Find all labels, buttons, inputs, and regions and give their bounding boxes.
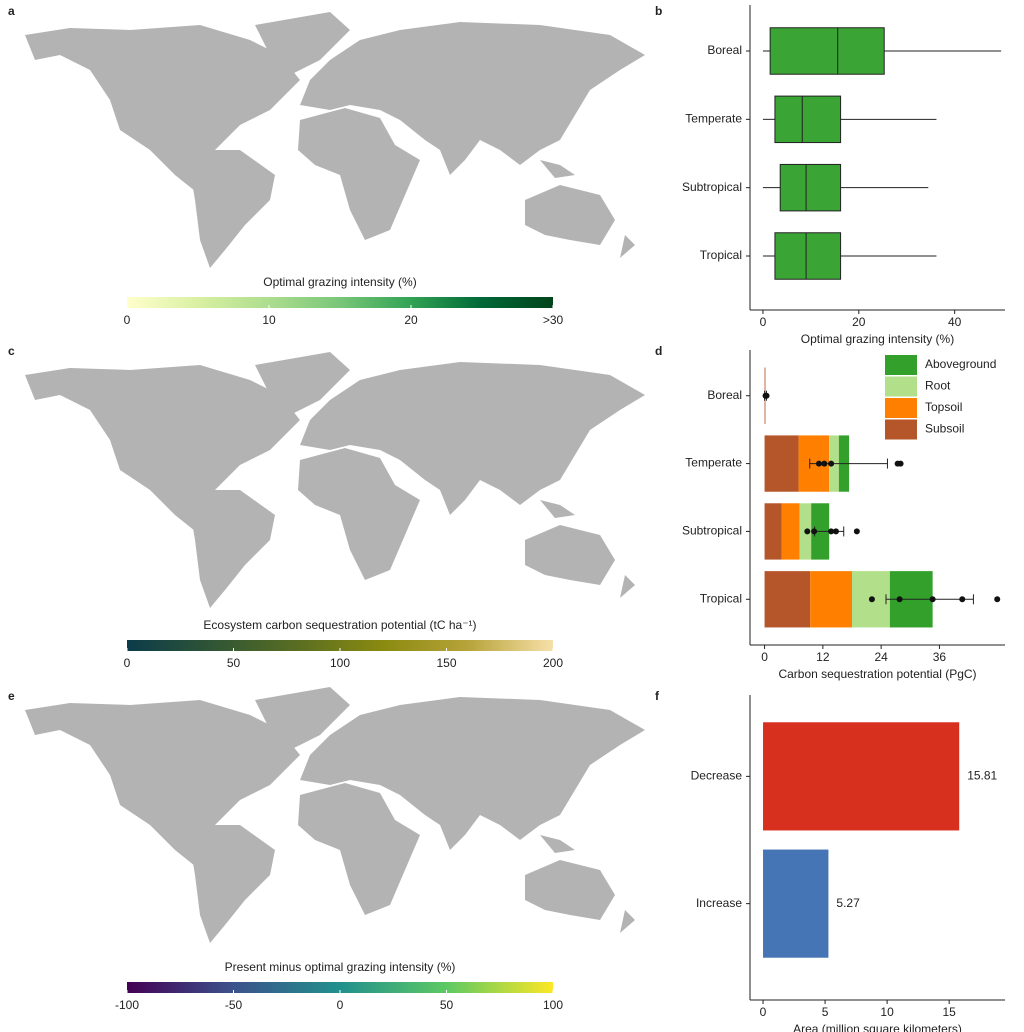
panel-label: e — [8, 689, 15, 703]
x-tick-label: 24 — [874, 650, 888, 664]
point — [815, 460, 822, 467]
colorbar — [127, 982, 553, 993]
land-map — [25, 12, 645, 268]
y-tick-label: Boreal — [707, 43, 742, 57]
land-map — [25, 687, 645, 943]
land-map — [25, 352, 645, 608]
point — [804, 528, 811, 535]
box — [774, 95, 842, 144]
colorbar — [127, 640, 553, 651]
bar-segment — [764, 571, 811, 628]
legend-key — [885, 376, 917, 397]
y-tick-label: Decrease — [691, 769, 743, 783]
point — [868, 596, 875, 603]
data-label: 5.27 — [836, 896, 860, 910]
y-tick-label: Tropical — [700, 591, 742, 605]
legend-label: Subsoil — [925, 422, 964, 436]
colorbar-tick-label: -100 — [115, 998, 139, 1012]
point — [929, 596, 936, 603]
colorbar-tick-label: 200 — [543, 656, 563, 670]
bar-segment — [764, 503, 782, 560]
bar-segment — [781, 503, 800, 560]
panel-label: f — [655, 689, 660, 703]
point — [828, 460, 835, 467]
x-tick-label: 20 — [852, 315, 866, 329]
colorbar-title: Optimal grazing intensity (%) — [263, 275, 416, 289]
colorbar-tick-label: >30 — [543, 313, 564, 327]
colorbar-tick-label: 20 — [404, 313, 418, 327]
x-axis-title: Carbon sequestration potential (PgC) — [778, 667, 976, 681]
legend-label: Aboveground — [925, 357, 996, 371]
panel-label: a — [8, 4, 15, 18]
bar-segment — [764, 435, 799, 492]
colorbar-tick-label: 100 — [543, 998, 563, 1012]
legend-key — [885, 355, 917, 375]
x-axis-title: Optimal grazing intensity (%) — [801, 332, 954, 346]
y-tick-label: Temperate — [685, 456, 742, 470]
x-tick-label: 0 — [761, 650, 768, 664]
colorbar-tick-label: 50 — [440, 998, 454, 1012]
x-tick-label: 15 — [942, 1005, 956, 1019]
point — [811, 528, 818, 535]
legend-label: Root — [925, 379, 951, 393]
y-tick-label: Increase — [696, 896, 742, 910]
point — [832, 528, 839, 535]
x-tick-label: 36 — [933, 650, 947, 664]
y-tick-label: Tropical — [700, 248, 742, 262]
bar-segment — [810, 571, 852, 628]
legend-key — [885, 398, 917, 418]
bar — [763, 722, 960, 831]
colorbar-title: Ecosystem carbon sequestration potential… — [203, 618, 476, 632]
x-tick-label: 0 — [760, 315, 767, 329]
legend-label: Topsoil — [925, 400, 962, 414]
y-tick-label: Boreal — [707, 388, 742, 402]
colorbar — [127, 297, 553, 308]
x-tick-label: 10 — [880, 1005, 894, 1019]
colorbar-tick-label: 0 — [124, 313, 131, 327]
box — [774, 232, 842, 280]
point — [763, 392, 770, 399]
data-label: 15.81 — [967, 769, 997, 783]
point — [821, 460, 828, 467]
x-axis-title: Area (million square kilometers) — [793, 1022, 962, 1032]
x-tick-label: 12 — [816, 650, 830, 664]
colorbar-tick-label: 0 — [124, 656, 131, 670]
point — [896, 596, 903, 603]
x-tick-label: 5 — [822, 1005, 829, 1019]
colorbar-tick-label: -50 — [225, 998, 243, 1012]
y-tick-label: Temperate — [685, 112, 742, 126]
point — [959, 596, 966, 603]
point — [853, 528, 860, 535]
box — [779, 163, 842, 212]
colorbar-tick-label: 10 — [262, 313, 276, 327]
colorbar-tick-label: 150 — [436, 656, 456, 670]
point — [897, 460, 904, 467]
point — [828, 528, 835, 535]
y-tick-label: Subtropical — [682, 524, 742, 538]
colorbar-tick-label: 0 — [337, 998, 344, 1012]
box — [769, 27, 885, 75]
y-tick-label: Subtropical — [682, 180, 742, 194]
colorbar-tick-label: 50 — [227, 656, 241, 670]
point — [994, 596, 1001, 603]
panel-label: d — [655, 344, 662, 358]
bar — [763, 849, 829, 958]
colorbar-tick-label: 100 — [330, 656, 350, 670]
panel-label: c — [8, 344, 15, 358]
x-tick-label: 40 — [948, 315, 962, 329]
panel-label: b — [655, 4, 662, 18]
x-tick-label: 0 — [760, 1005, 767, 1019]
colorbar-title: Present minus optimal grazing intensity … — [225, 960, 456, 974]
legend-key — [885, 419, 917, 440]
